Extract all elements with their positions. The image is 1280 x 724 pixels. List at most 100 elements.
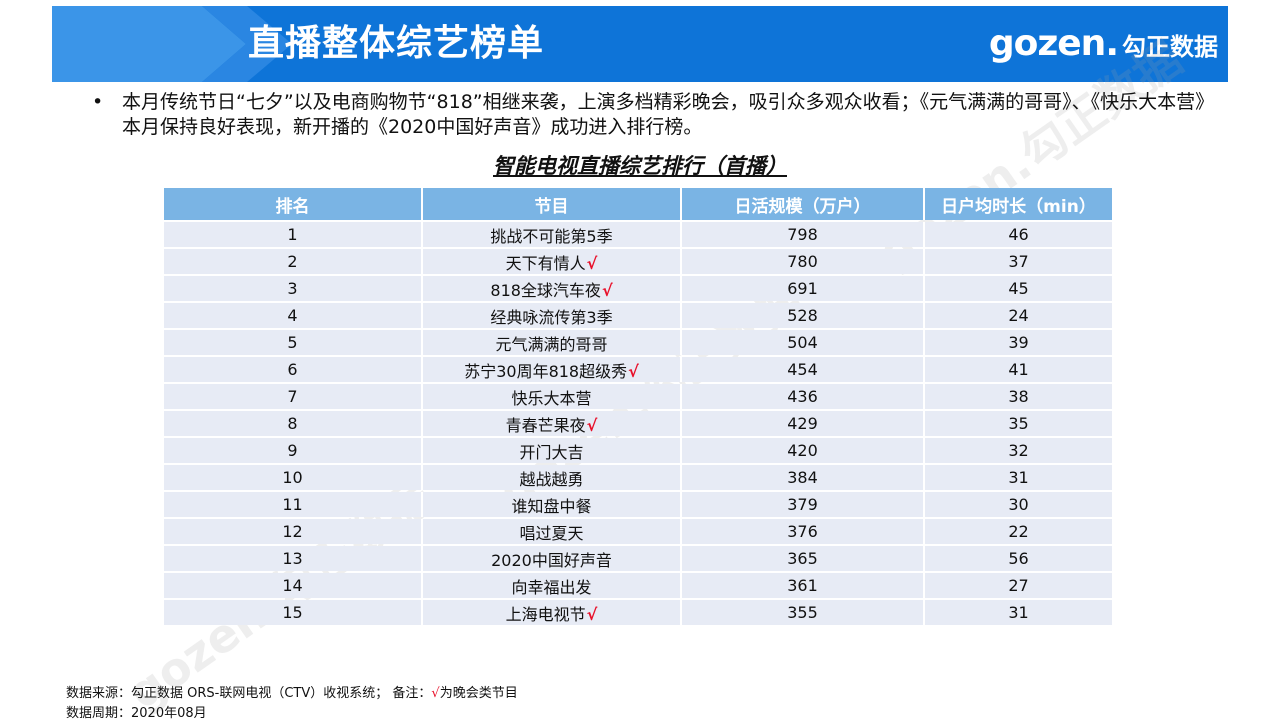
rank-cell: 8 [164,411,423,436]
dau-cell: 798 [682,222,925,247]
dau-cell: 454 [682,357,925,382]
table-row: 14 向幸福出发 361 27 [164,573,1112,598]
column-header-program: 节目 [423,188,682,220]
check-mark-icon: √ [431,686,440,701]
program-cell: 苏宁30周年818超级秀√ [423,357,682,382]
rank-cell: 3 [164,276,423,301]
dau-cell-text: 376 [787,522,818,541]
column-header-dau: 日活规模（万户） [682,188,925,220]
duration-cell-text: 37 [1008,252,1029,271]
data-period-note: 数据周期：2020年08月 [66,706,207,721]
dau-cell: 365 [682,546,925,571]
table-row: 13 2020中国好声音 365 56 [164,546,1112,571]
rank-cell-text: 3 [287,279,298,298]
column-header-rank: 排名 [164,188,423,220]
dau-cell-text: 798 [787,225,818,244]
duration-cell-text: 56 [1008,549,1029,568]
rank-cell: 2 [164,249,423,274]
program-cell-text: 苏宁30周年818超级秀 [464,361,628,381]
duration-cell: 27 [925,573,1112,598]
table-body: 1 挑战不可能第5季 798 46 2 天下有情人√ 780 37 3 818全球汽车夜√ 691 4… [164,222,1112,625]
rank-cell: 5 [164,330,423,355]
table-row: 5 元气满满的哥哥 504 39 [164,330,1112,355]
table-row: 6 苏宁30周年818超级秀√ 454 41 [164,357,1112,382]
program-cell-text: 元气满满的哥哥 [495,334,608,354]
rank-cell-text: 14 [282,576,303,595]
dau-cell: 355 [682,600,925,625]
rank-cell: 13 [164,546,423,571]
duration-cell-text: 31 [1008,468,1029,487]
program-cell: 开门大吉 [423,438,682,463]
duration-cell: 24 [925,303,1112,328]
duration-cell-text: 27 [1008,576,1029,595]
rank-cell-text: 13 [282,549,303,568]
duration-cell-text: 30 [1008,495,1029,514]
table-title-text: 智能电视直播综艺排行（首播） [493,154,787,178]
rank-cell: 10 [164,465,423,490]
duration-cell: 46 [925,222,1112,247]
dau-cell: 379 [682,492,925,517]
rank-cell: 9 [164,438,423,463]
duration-cell-text: 31 [1008,603,1029,622]
summary-paragraph: • 本月传统节日“七夕”以及电商购物节“818”相继来袭，上演多档精彩晚会，吸引… [92,90,1222,140]
program-cell-text: 唱过夏天 [519,523,584,543]
program-cell-text: 2020中国好声音 [491,550,612,570]
duration-cell-text: 39 [1008,333,1029,352]
dau-cell-text: 355 [787,603,818,622]
dau-cell: 504 [682,330,925,355]
gozen-logo: gozen. 勾正数据 [989,24,1218,64]
dau-cell-text: 379 [787,495,818,514]
duration-cell: 31 [925,465,1112,490]
rank-cell-text: 6 [287,360,298,379]
table-row: 1 挑战不可能第5季 798 46 [164,222,1112,247]
rank-cell-text: 5 [287,333,298,352]
table-row: 15 上海电视节√ 355 31 [164,600,1112,625]
dau-cell: 429 [682,411,925,436]
table-row: 9 开门大吉 420 32 [164,438,1112,463]
duration-cell-text: 22 [1008,522,1029,541]
bullet-icon: • [92,91,104,113]
program-cell-text: 青春芒果夜 [505,415,586,435]
rank-cell-text: 10 [282,468,303,487]
program-cell: 上海电视节√ [423,600,682,625]
dau-cell-text: 780 [787,252,818,271]
program-cell-text: 上海电视节 [505,604,586,624]
program-cell: 挑战不可能第5季 [423,222,682,247]
rank-cell: 15 [164,600,423,625]
program-cell: 青春芒果夜√ [423,411,682,436]
duration-cell-text: 24 [1008,306,1029,325]
rank-cell: 14 [164,573,423,598]
duration-cell: 56 [925,546,1112,571]
dau-cell: 691 [682,276,925,301]
duration-cell: 37 [925,249,1112,274]
program-cell: 天下有情人√ [423,249,682,274]
program-cell-text: 天下有情人 [505,253,586,273]
rank-cell: 12 [164,519,423,544]
duration-cell: 22 [925,519,1112,544]
rank-cell-text: 9 [287,441,298,460]
check-mark-icon: √ [601,280,613,300]
duration-cell-text: 38 [1008,387,1029,406]
table-header-row: 排名 节目 日活规模（万户） 日户均时长（min） [164,188,1112,220]
table-title: 智能电视直播综艺排行（首播） [0,150,1280,180]
title-bar: 直播整体综艺榜单 gozen. 勾正数据 [52,6,1228,82]
program-cell-text: 挑战不可能第5季 [490,226,613,246]
duration-cell-text: 41 [1008,360,1029,379]
title-bar-accent [52,6,246,82]
table-row: 3 818全球汽车夜√ 691 45 [164,276,1112,301]
rank-cell: 4 [164,303,423,328]
duration-cell: 45 [925,276,1112,301]
duration-cell-text: 46 [1008,225,1029,244]
rank-cell: 7 [164,384,423,409]
dau-cell: 376 [682,519,925,544]
duration-cell: 39 [925,330,1112,355]
program-cell: 快乐大本营 [423,384,682,409]
program-cell-text: 越战越勇 [519,469,584,489]
duration-cell-text: 35 [1008,414,1029,433]
rank-cell-text: 2 [287,252,298,271]
table-row: 12 唱过夏天 376 22 [164,519,1112,544]
dau-cell-text: 436 [787,387,818,406]
dau-cell-text: 528 [787,306,818,325]
ranking-table: 排名 节目 日活规模（万户） 日户均时长（min） 1 挑战不可能第5季 798 46… [164,186,1112,627]
program-cell: 越战越勇 [423,465,682,490]
